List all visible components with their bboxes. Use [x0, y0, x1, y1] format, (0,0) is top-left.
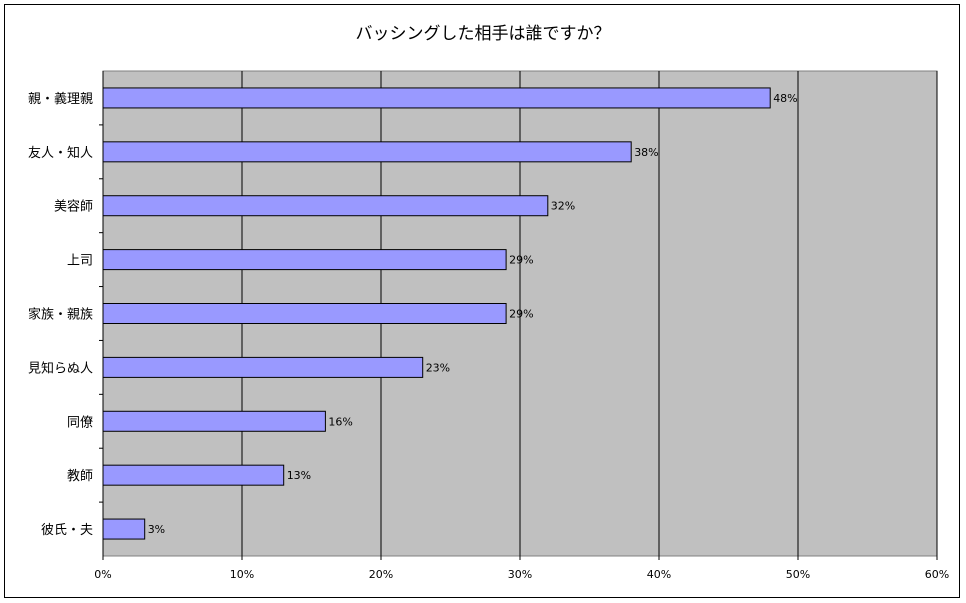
x-tick-label-3: 30% — [508, 568, 532, 581]
category-label-1: 友人・知人 — [28, 145, 93, 161]
chart-title: バッシングした相手は誰ですか？ — [356, 24, 611, 44]
bar-1 — [102, 141, 632, 163]
bar-3 — [102, 249, 507, 271]
data-label-1: 38% — [634, 146, 658, 159]
data-label-0: 48% — [773, 92, 797, 105]
data-label-6: 16% — [328, 415, 352, 428]
category-label-0: 親・義理親 — [28, 91, 93, 107]
data-label-7: 13% — [287, 469, 311, 482]
category-label-8: 彼氏・夫 — [41, 523, 93, 538]
bar-8 — [102, 518, 146, 540]
x-tick-label-5: 50% — [786, 568, 810, 581]
bars — [102, 87, 771, 540]
bar-2 — [102, 195, 549, 217]
labels: 0% 10% 20% 30% 40% 50% 60% 親・義理親 48% 友人・知人 38% 美容師 3… — [28, 91, 949, 581]
bar-0 — [102, 87, 771, 109]
bar-4 — [102, 303, 507, 324]
data-label-5: 23% — [426, 361, 450, 374]
x-tick-label-1: 10% — [230, 568, 254, 581]
data-label-3: 29% — [509, 254, 533, 267]
category-label-3: 上司 — [67, 254, 93, 269]
x-tick-label-4: 40% — [647, 568, 671, 581]
data-label-4: 29% — [509, 308, 533, 321]
bar-6 — [102, 410, 326, 432]
category-label-5: 見知らぬ人 — [28, 360, 93, 376]
bar-7 — [102, 464, 285, 486]
category-label-2: 美容師 — [54, 199, 93, 215]
x-tick-label-0: 0% — [94, 568, 111, 581]
data-label-2: 32% — [551, 200, 575, 213]
bar-chart: バッシングした相手は誰ですか？ 0% 10% 20% 30% 40% 50% 60% 親・義理… — [28, 24, 949, 581]
category-label-4: 家族・親族 — [28, 307, 93, 323]
category-label-7: 教師 — [67, 468, 93, 484]
data-label-8: 3% — [148, 523, 165, 536]
bar-5 — [102, 356, 424, 378]
chart-frame: バッシングした相手は誰ですか？ 0% 10% 20% 30% 40% 50% 60% 親・義理… — [4, 4, 960, 598]
x-tick-label-2: 20% — [369, 568, 393, 581]
x-tick-label-6: 60% — [925, 568, 949, 581]
category-label-6: 同僚 — [67, 415, 93, 430]
